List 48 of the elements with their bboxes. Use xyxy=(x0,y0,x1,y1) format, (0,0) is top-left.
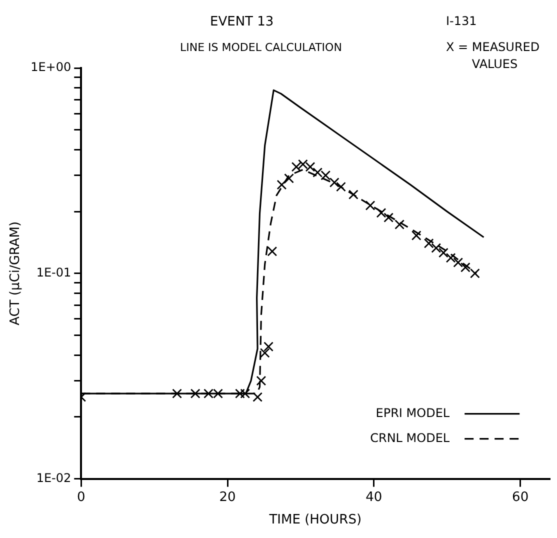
point xyxy=(312,168,323,178)
point xyxy=(460,262,470,272)
point xyxy=(267,246,278,256)
point xyxy=(190,388,200,399)
point xyxy=(453,258,464,268)
point xyxy=(264,342,274,352)
point xyxy=(204,388,214,399)
y-tick-label: 1E-02 xyxy=(36,470,72,485)
x-tick-label: 20 xyxy=(219,490,236,505)
annotation: X = MEASURED VALUES xyxy=(446,40,540,72)
point xyxy=(446,252,456,263)
point xyxy=(235,388,245,399)
point xyxy=(284,173,294,184)
point xyxy=(384,212,394,223)
point xyxy=(329,178,340,188)
point xyxy=(291,162,302,172)
x-tick-label: 0 xyxy=(77,490,86,505)
legend-label: CRNL MODEL xyxy=(370,430,450,445)
point xyxy=(411,230,422,240)
x-axis-title: TIME (HOURS) xyxy=(268,512,362,528)
x-tick-label: 40 xyxy=(366,490,382,505)
y-tick-label: 1E-01 xyxy=(36,266,72,280)
chart-subtitle: LINE IS MODEL CALCULATION xyxy=(180,40,342,54)
point xyxy=(365,200,376,210)
point xyxy=(394,220,404,230)
point xyxy=(431,243,442,253)
point xyxy=(298,159,308,170)
x-tick-label: 60 xyxy=(512,490,529,505)
text: I-131 xyxy=(446,14,477,28)
point xyxy=(424,238,434,248)
point xyxy=(172,388,182,399)
point xyxy=(336,182,346,192)
y-tick-label: 1E+00 xyxy=(30,60,72,74)
point xyxy=(438,248,448,258)
point xyxy=(252,392,262,402)
legend-label: EPRI MODEL xyxy=(376,406,450,420)
point xyxy=(256,376,266,386)
point xyxy=(240,388,250,399)
point xyxy=(320,170,331,180)
point xyxy=(348,190,358,200)
point xyxy=(213,388,223,399)
point xyxy=(470,268,480,278)
y-axis-title: ACT (μCi/GRAM) xyxy=(8,221,24,326)
point xyxy=(376,208,386,218)
chart-title: EVENT 13 xyxy=(210,14,274,30)
point xyxy=(260,348,270,358)
point xyxy=(276,180,287,190)
point xyxy=(305,162,316,172)
